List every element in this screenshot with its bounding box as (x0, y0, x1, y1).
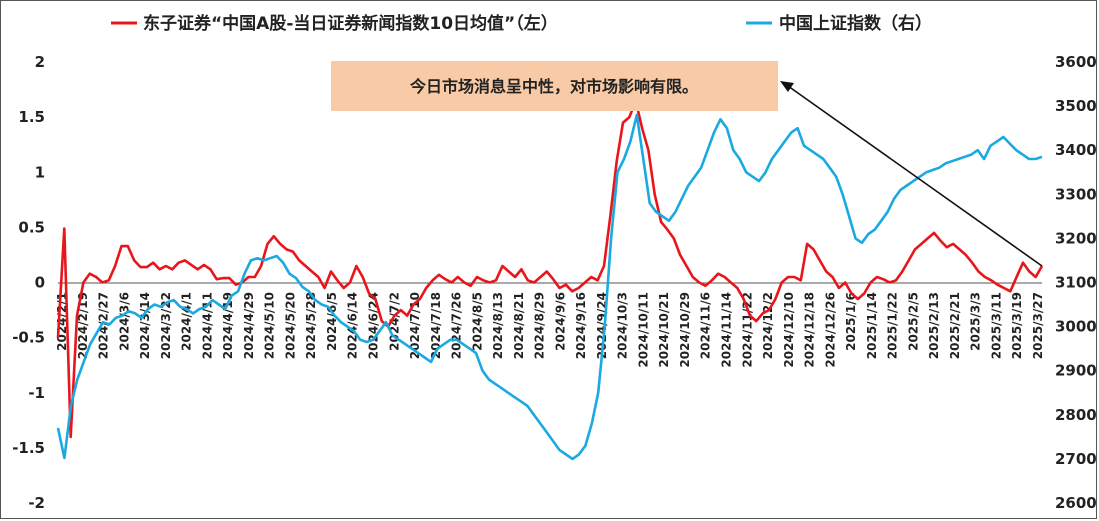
left-tick-label: 0 (35, 274, 45, 292)
left-tick-label: -0.5 (12, 329, 45, 347)
right-tick-label: 3300 (1055, 185, 1097, 203)
right-tick-label: 2800 (1055, 406, 1097, 424)
x-tick-label: 2025/2/5 (906, 292, 920, 351)
x-tick-label: 2024/11/14 (720, 292, 734, 368)
left-tick-label: -2 (28, 494, 45, 512)
x-tick-label: 2025/1/14 (865, 292, 879, 359)
right-tick-label: 3100 (1055, 274, 1097, 292)
right-tick-label: 2700 (1055, 450, 1097, 468)
x-tick-label: 2025/1/22 (886, 292, 900, 359)
x-tick-label: 2024/8/21 (512, 292, 526, 359)
left-tick-label: 0.5 (18, 218, 45, 236)
x-tick-label: 2024/8/29 (533, 292, 547, 359)
right-tick-label: 3600 (1055, 53, 1097, 71)
x-tick-label: 2024/3/22 (159, 292, 173, 359)
right-tick-label: 3500 (1055, 97, 1097, 115)
x-tick-label: 2024/4/29 (242, 292, 256, 359)
x-tick-label: 2024/2/27 (97, 292, 111, 359)
x-tick-label: 2024/5/10 (263, 292, 277, 359)
left-tick-label: 2 (35, 53, 45, 71)
x-tick-label: 2024/12/2 (761, 292, 775, 359)
x-tick-label: 2024/10/3 (616, 292, 630, 359)
x-axis: 2024/2/1 2024/2/19 2024/2/27 2024/3/6 2024/3… (55, 282, 1045, 368)
x-tick-label: 2024/9/6 (553, 292, 567, 351)
left-y-axis: 2 1.5 1 0.5 0 -0.5 -1 -1.5 -2 (12, 53, 45, 512)
x-tick-label: 2024/7/2 (387, 292, 401, 351)
legend: 东子证券“中国A股-当日证券新闻指数10日均值”（左） 中国上证指数（右） (111, 13, 932, 34)
x-tick-label: 2024/7/26 (450, 292, 464, 359)
x-tick-label: 2024/8/5 (470, 292, 484, 351)
left-tick-label: 1.5 (18, 108, 45, 126)
right-tick-label: 3400 (1055, 141, 1097, 159)
x-tick-label: 2024/10/29 (678, 292, 692, 368)
x-tick-label: 2024/6/24 (366, 292, 380, 359)
x-tick-label: 2024/11/22 (740, 292, 754, 368)
x-tick-label: 2024/12/18 (803, 292, 817, 368)
x-tick-label: 2024/8/13 (491, 292, 505, 359)
x-tick-label: 2024/9/16 (574, 292, 588, 359)
x-tick-label: 2024/5/28 (304, 292, 318, 359)
series-line-sentiment (56, 99, 1044, 439)
x-tick-label: 2024/11/6 (699, 292, 713, 359)
annotation-box (331, 61, 778, 111)
plot-lines (56, 99, 1044, 461)
annotation-text: 今日市场消息呈中性，对市场影响有限。 (409, 77, 698, 96)
annotation: 今日市场消息呈中性，对市场影响有限。 (331, 61, 1043, 267)
x-tick-label: 2024/6/14 (346, 292, 360, 359)
left-tick-label: 1 (35, 163, 45, 181)
x-tick-label: 2024/7/18 (429, 292, 443, 359)
x-tick-label: 2024/12/10 (782, 292, 796, 368)
x-tick-label: 2025/3/3 (969, 292, 983, 351)
legend-label-sentiment: 东子证券“中国A股-当日证券新闻指数10日均值”（左） (143, 13, 558, 34)
left-tick-label: -1.5 (12, 439, 45, 457)
right-tick-label: 3200 (1055, 229, 1097, 247)
right-tick-label: 2600 (1055, 494, 1097, 512)
x-tick-label: 2025/3/19 (1010, 292, 1024, 359)
series-line-index (56, 113, 1043, 461)
x-tick-label: 2024/10/11 (636, 292, 650, 368)
x-tick-label: 2024/10/21 (657, 292, 671, 368)
x-tick-label: 2025/2/13 (927, 292, 941, 359)
x-tick-label: 2024/3/14 (138, 292, 152, 359)
right-y-axis: 3600 3500 3400 3300 3200 3100 3000 2900 2800 2700… (1055, 53, 1097, 512)
left-tick-label: -1 (28, 384, 45, 402)
annotation-arrow (787, 85, 1043, 267)
annotation-arrowhead (780, 81, 794, 92)
x-tick-label: 2025/2/21 (948, 292, 962, 359)
x-tick-label: 2024/6/5 (325, 292, 339, 351)
x-tick-label: 2024/3/6 (117, 292, 131, 351)
right-tick-label: 2900 (1055, 362, 1097, 380)
x-tick-label: 2024/5/20 (283, 292, 297, 359)
x-tick-label: 2024/4/1 (180, 292, 194, 351)
legend-label-index: 中国上证指数（右） (779, 13, 932, 34)
x-tick-label: 2025/3/27 (1031, 292, 1045, 359)
right-tick-label: 3000 (1055, 318, 1097, 336)
x-tick-label: 2025/3/11 (989, 292, 1003, 359)
x-tick-label: 2025/1/6 (844, 292, 858, 351)
x-tick-label: 2024/12/26 (823, 292, 837, 368)
